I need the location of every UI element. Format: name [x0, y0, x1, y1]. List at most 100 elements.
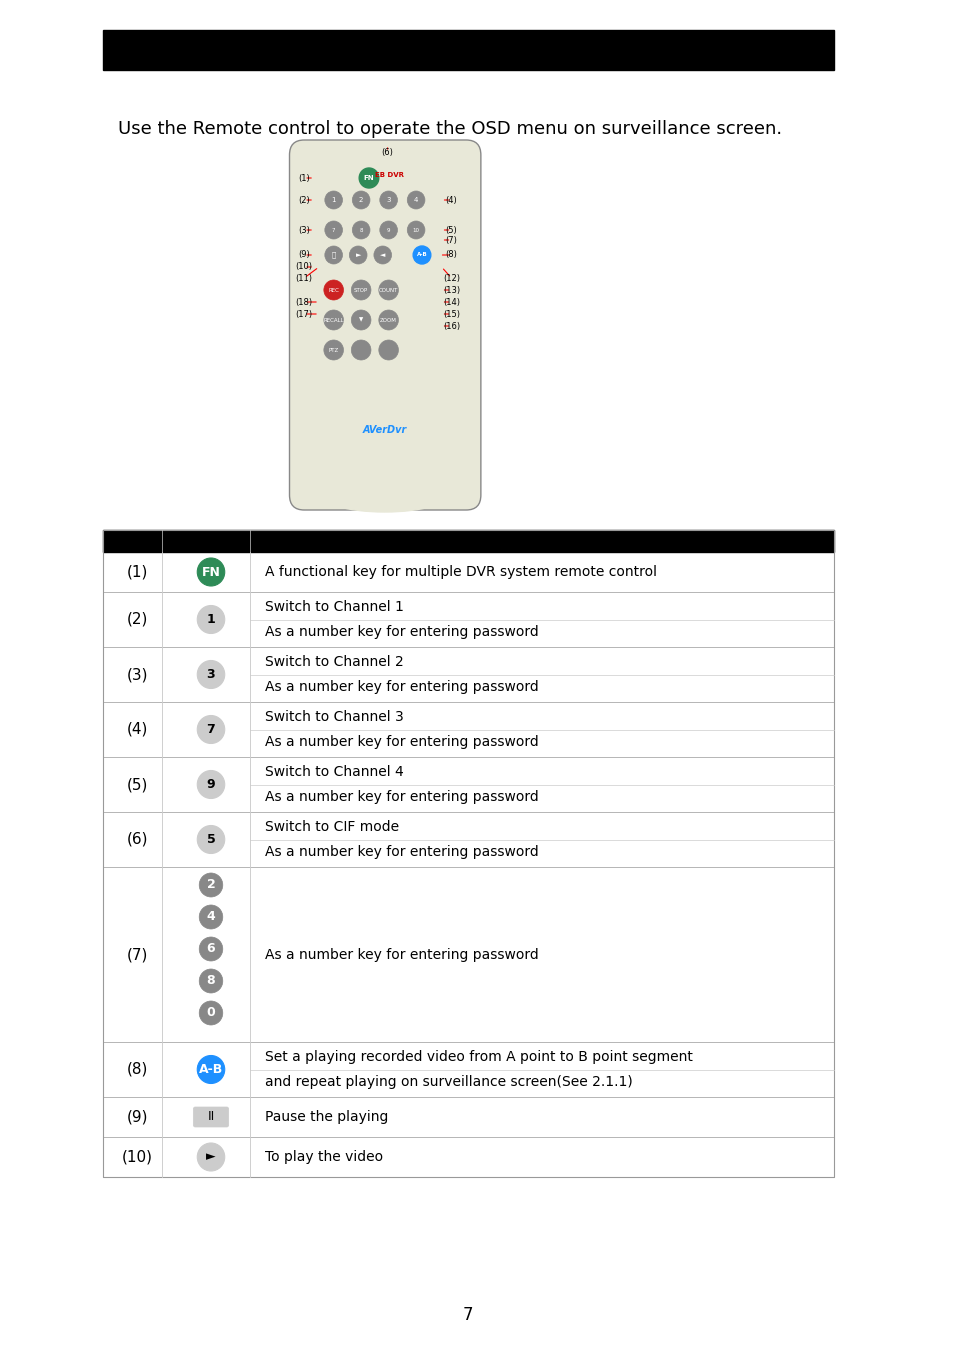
- Text: 1: 1: [207, 613, 215, 626]
- Circle shape: [197, 825, 225, 853]
- Circle shape: [379, 221, 397, 239]
- Text: 8: 8: [359, 228, 362, 232]
- Bar: [103, 531, 833, 552]
- Text: 9: 9: [387, 228, 390, 232]
- Text: (11): (11): [295, 274, 313, 282]
- Circle shape: [197, 771, 225, 798]
- Text: 4: 4: [414, 197, 417, 202]
- Text: (8): (8): [445, 251, 456, 259]
- Ellipse shape: [315, 472, 453, 512]
- Text: (10): (10): [295, 262, 313, 271]
- Text: AVerDvr: AVerDvr: [362, 425, 406, 435]
- Text: (9): (9): [298, 251, 310, 259]
- Circle shape: [324, 246, 342, 265]
- Text: (15): (15): [442, 309, 459, 319]
- Circle shape: [197, 1056, 225, 1084]
- Text: (2): (2): [298, 196, 310, 204]
- Text: 0: 0: [207, 1007, 215, 1019]
- Text: (6): (6): [381, 147, 394, 157]
- Text: ◄: ◄: [379, 252, 385, 258]
- Text: (13): (13): [442, 285, 459, 294]
- Text: As a number key for entering password: As a number key for entering password: [265, 845, 538, 859]
- Text: 1: 1: [331, 197, 335, 202]
- Text: FN: FN: [363, 176, 374, 181]
- Circle shape: [197, 660, 225, 688]
- Circle shape: [197, 1143, 225, 1170]
- Text: (14): (14): [442, 297, 459, 306]
- Circle shape: [407, 221, 424, 239]
- Text: (5): (5): [127, 778, 148, 792]
- Text: As a number key for entering password: As a number key for entering password: [265, 734, 538, 749]
- Text: Switch to Channel 4: Switch to Channel 4: [265, 765, 403, 779]
- Circle shape: [379, 190, 397, 209]
- Text: (12): (12): [442, 274, 459, 282]
- Bar: [103, 30, 833, 70]
- Circle shape: [352, 190, 370, 209]
- Text: Switch to Channel 3: Switch to Channel 3: [265, 710, 403, 725]
- Text: 7: 7: [332, 228, 335, 232]
- Text: Switch to CIF mode: Switch to CIF mode: [265, 821, 398, 834]
- Text: As a number key for entering password: As a number key for entering password: [265, 948, 538, 961]
- Text: A functional key for multiple DVR system remote control: A functional key for multiple DVR system…: [265, 566, 657, 579]
- Text: To play the video: To play the video: [265, 1150, 383, 1164]
- Circle shape: [358, 167, 378, 188]
- Text: (5): (5): [445, 225, 456, 235]
- Circle shape: [351, 340, 371, 360]
- Text: 3: 3: [386, 197, 391, 202]
- Text: REC: REC: [328, 288, 338, 293]
- Text: ►: ►: [355, 252, 360, 258]
- FancyBboxPatch shape: [289, 140, 480, 510]
- Circle shape: [324, 190, 342, 209]
- Circle shape: [323, 279, 343, 300]
- Circle shape: [199, 904, 223, 929]
- Text: EB DVR: EB DVR: [375, 171, 404, 178]
- Text: and repeat playing on surveillance screen(See 2.1.1): and repeat playing on surveillance scree…: [265, 1075, 632, 1088]
- Text: 9: 9: [207, 778, 215, 791]
- Text: FN: FN: [201, 566, 220, 579]
- Text: COUNT: COUNT: [378, 288, 398, 293]
- Circle shape: [351, 310, 371, 329]
- Circle shape: [378, 279, 398, 300]
- Text: 4: 4: [207, 910, 215, 923]
- Text: A-B: A-B: [198, 1062, 223, 1076]
- Text: ⏸: ⏸: [332, 251, 335, 258]
- Text: (1): (1): [298, 174, 310, 182]
- Circle shape: [407, 190, 424, 209]
- Text: Use the Remote control to operate the OSD menu on surveillance screen.: Use the Remote control to operate the OS…: [117, 120, 781, 138]
- Circle shape: [197, 716, 225, 744]
- FancyBboxPatch shape: [193, 1107, 229, 1127]
- Text: (2): (2): [127, 612, 148, 626]
- Text: (4): (4): [127, 722, 148, 737]
- Circle shape: [374, 246, 391, 265]
- Text: 3: 3: [207, 668, 215, 680]
- Text: A-B: A-B: [416, 252, 427, 258]
- Circle shape: [349, 246, 367, 265]
- Text: (17): (17): [295, 309, 313, 319]
- Text: Set a playing recorded video from A point to B point segment: Set a playing recorded video from A poin…: [265, 1050, 692, 1064]
- Circle shape: [378, 340, 398, 360]
- Text: 10: 10: [412, 228, 419, 232]
- Text: RECALL: RECALL: [323, 317, 344, 323]
- Text: (3): (3): [127, 667, 148, 682]
- Circle shape: [323, 340, 343, 360]
- Circle shape: [199, 969, 223, 994]
- Text: As a number key for entering password: As a number key for entering password: [265, 625, 538, 639]
- Text: 2: 2: [358, 197, 363, 202]
- Circle shape: [351, 279, 371, 300]
- Text: 5: 5: [207, 833, 215, 846]
- Text: 2: 2: [207, 879, 215, 891]
- Text: Switch to Channel 2: Switch to Channel 2: [265, 655, 403, 670]
- Text: II: II: [207, 1111, 214, 1123]
- Text: ►: ►: [206, 1150, 215, 1164]
- Text: 6: 6: [207, 942, 215, 956]
- Text: 8: 8: [207, 975, 215, 987]
- Text: STOP: STOP: [354, 288, 368, 293]
- Text: As a number key for entering password: As a number key for entering password: [265, 790, 538, 803]
- Text: 7: 7: [207, 724, 215, 736]
- Text: ZOOM: ZOOM: [380, 317, 396, 323]
- Circle shape: [199, 873, 223, 896]
- Text: PTZ: PTZ: [328, 347, 338, 352]
- Text: (18): (18): [295, 297, 313, 306]
- Text: Switch to Channel 1: Switch to Channel 1: [265, 601, 403, 614]
- Circle shape: [323, 310, 343, 329]
